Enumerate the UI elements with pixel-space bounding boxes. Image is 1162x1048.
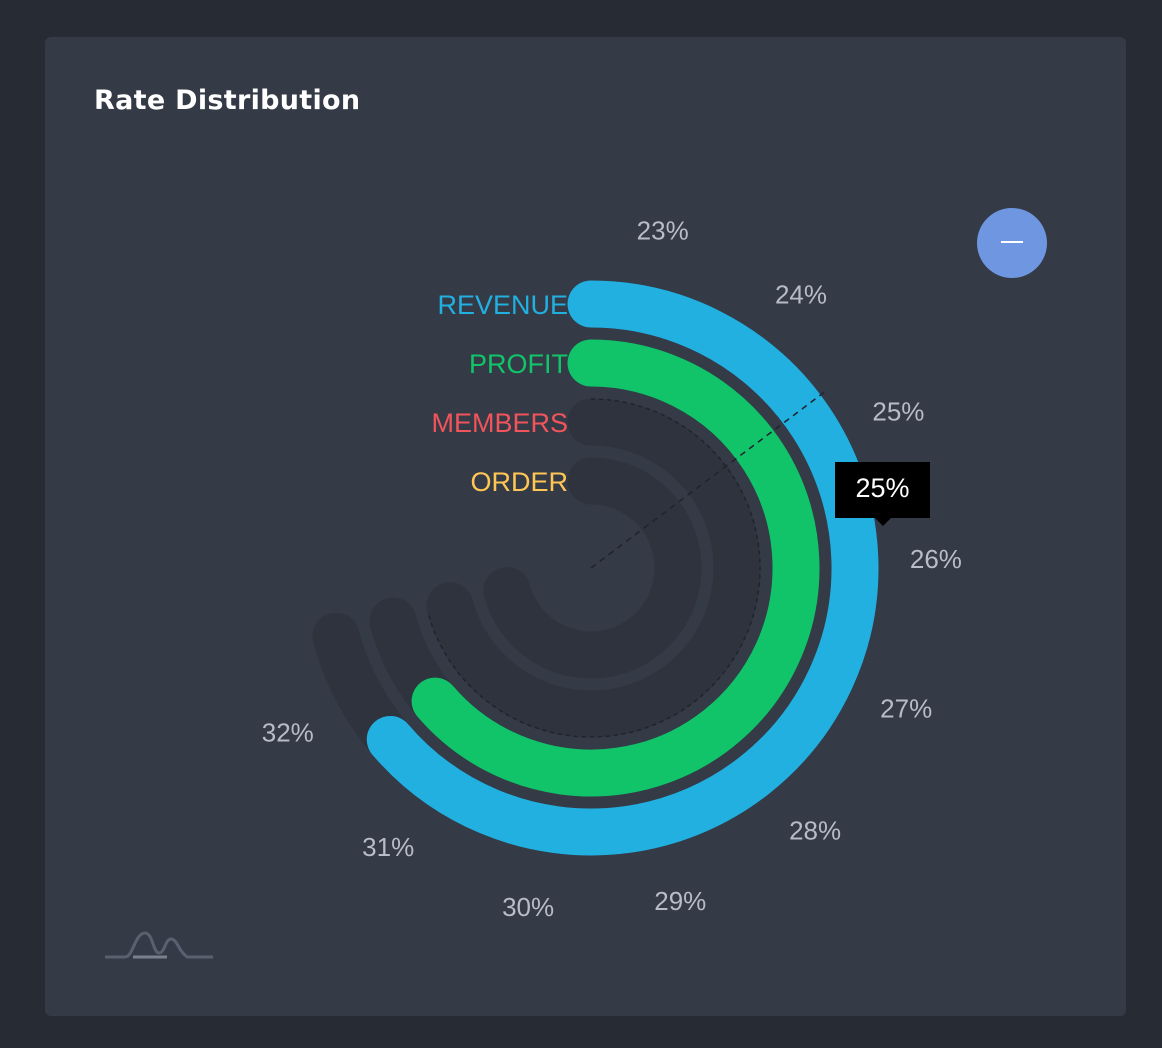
angle-tick-label: 24% (775, 279, 827, 309)
angle-tick-label: 30% (502, 892, 554, 922)
angle-tick-label: 31% (362, 832, 414, 862)
hover-guide-ring (427, 398, 761, 738)
radial-bar-chart: REVENUE PROFIT MEMBERS ORDER 23% 24% 25% 26% 27… (262, 216, 962, 923)
angle-tick-label: 26% (910, 544, 962, 574)
bar-revenue[interactable] (366, 280, 879, 856)
angle-tick-label: 25% (872, 396, 924, 426)
angle-tick-label: 28% (789, 815, 841, 845)
angle-tick-label: 32% (262, 718, 314, 748)
series-label-profit: PROFIT (469, 349, 568, 379)
hover-pointer-line (590, 391, 825, 569)
angle-tick-label: 27% (880, 693, 932, 723)
track-order (483, 457, 702, 679)
chart-logo-icon (105, 931, 213, 959)
track-members (426, 398, 761, 738)
series-label-revenue: REVENUE (437, 290, 568, 320)
minus-icon (1001, 241, 1023, 243)
rate-distribution-card: Rate Distribution REVENUE PROFIT MEMBERS OR… (45, 37, 1126, 1016)
collapse-button[interactable] (977, 208, 1047, 278)
angle-tick-label: 23% (637, 216, 689, 246)
chart-tooltip: 25% (835, 462, 930, 526)
series-label-members: MEMBERS (431, 408, 568, 438)
angle-tick-label: 29% (654, 886, 706, 916)
card-title: Rate Distribution (94, 85, 361, 116)
series-label-order: ORDER (470, 467, 568, 497)
bar-profit[interactable] (411, 339, 820, 797)
